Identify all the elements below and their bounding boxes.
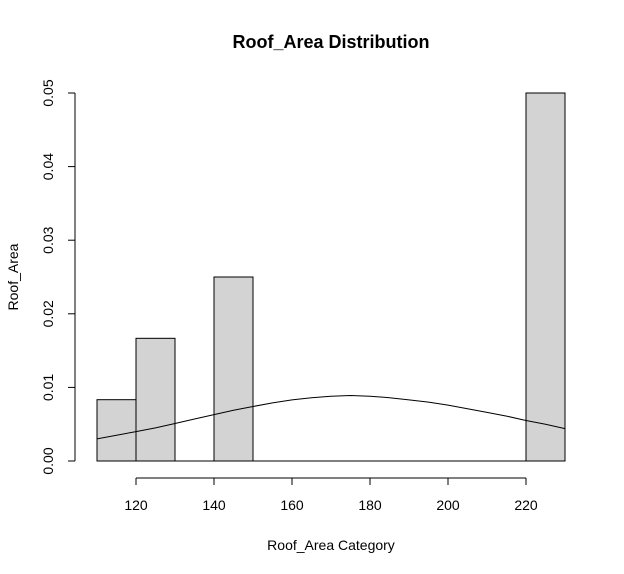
y-tick-label-0.04: 0.04 bbox=[40, 153, 56, 180]
x-tick-label-200: 200 bbox=[436, 497, 460, 513]
x-tick-label-160: 160 bbox=[280, 497, 304, 513]
y-axis-label: Roof_Area bbox=[5, 243, 21, 310]
x-axis: 120 140 160 180 200 220 bbox=[124, 477, 538, 513]
x-tick-label-180: 180 bbox=[358, 497, 382, 513]
x-tick-label-140: 140 bbox=[202, 497, 226, 513]
bars-group bbox=[96, 92, 566, 462]
y-axis: 0.00 0.01 0.02 0.03 0.04 0.05 bbox=[40, 79, 76, 475]
x-axis-label: Roof_Area Category bbox=[267, 537, 395, 553]
histogram-bar-3 bbox=[213, 276, 254, 462]
y-tick-label-0.03: 0.03 bbox=[40, 226, 56, 253]
x-tick-label-220: 220 bbox=[514, 497, 538, 513]
histogram-bar-0 bbox=[96, 399, 137, 462]
chart-title: Roof_Area Distribution bbox=[232, 32, 429, 52]
y-tick-label-0.05: 0.05 bbox=[40, 79, 56, 106]
y-tick-label-0.02: 0.02 bbox=[40, 300, 56, 327]
x-tick-label-120: 120 bbox=[124, 497, 148, 513]
histogram-bar-11 bbox=[525, 92, 566, 462]
y-tick-label-0.00: 0.00 bbox=[40, 447, 56, 474]
density-curve bbox=[96, 394, 566, 440]
y-tick-label-0.01: 0.01 bbox=[40, 374, 56, 401]
histogram-bar-1 bbox=[135, 337, 176, 462]
